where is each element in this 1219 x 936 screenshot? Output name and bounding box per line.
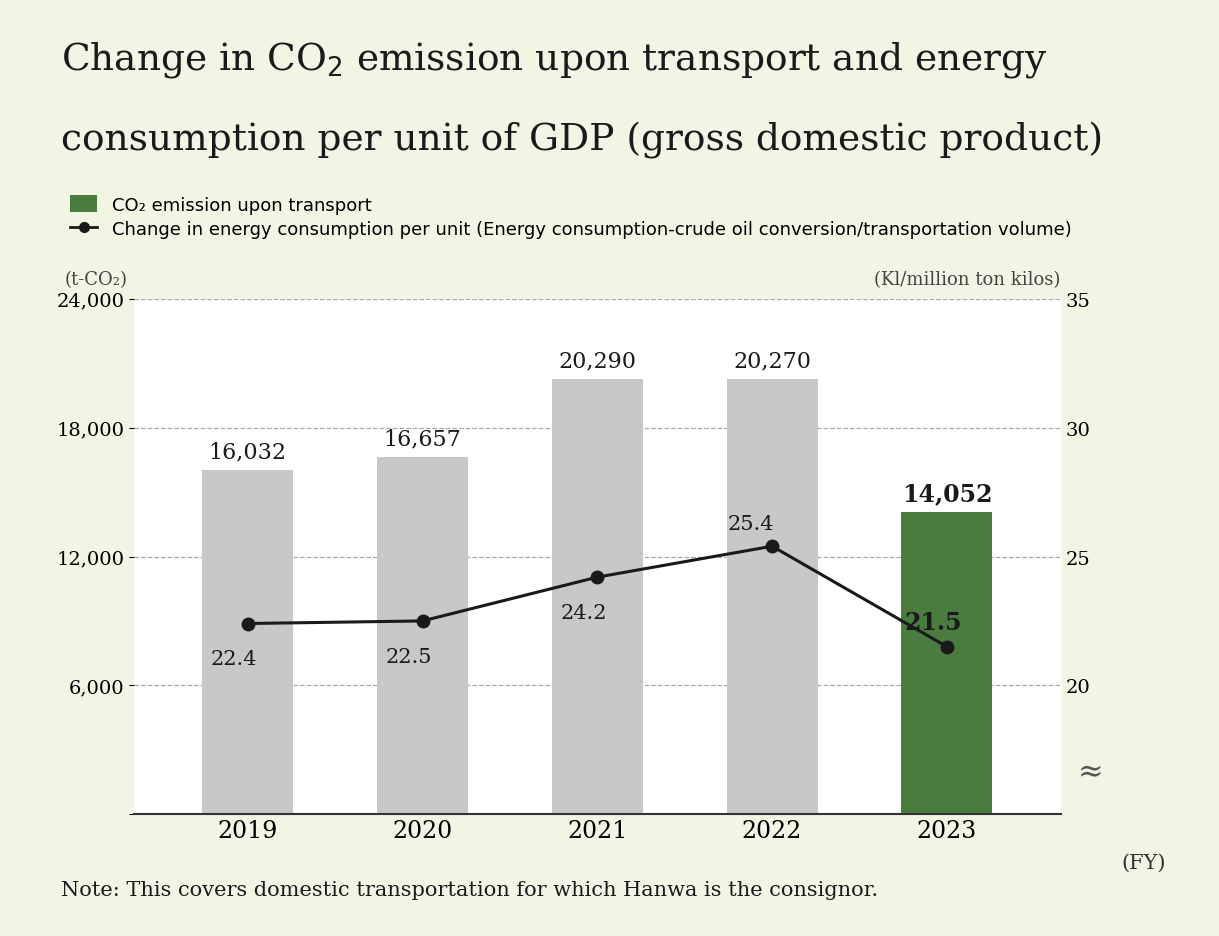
Bar — [202, 471, 293, 814]
Text: Change in CO$_2$ emission upon transport and energy: Change in CO$_2$ emission upon transport… — [61, 40, 1048, 80]
Bar — [552, 379, 642, 814]
Text: Note: This covers domestic transportation for which Hanwa is the consignor.: Note: This covers domestic transportatio… — [61, 880, 878, 899]
Text: 22.5: 22.5 — [385, 647, 432, 666]
Text: (t-CO₂): (t-CO₂) — [65, 271, 128, 289]
Text: 25.4: 25.4 — [728, 515, 774, 534]
Text: 21.5: 21.5 — [904, 610, 962, 635]
Text: 16,032: 16,032 — [208, 441, 286, 463]
Text: (FY): (FY) — [1121, 853, 1167, 872]
Text: 24.2: 24.2 — [560, 603, 607, 622]
Text: consumption per unit of GDP (gross domestic product): consumption per unit of GDP (gross domes… — [61, 122, 1103, 159]
Text: 20,290: 20,290 — [558, 350, 636, 372]
Text: 20,270: 20,270 — [733, 350, 811, 372]
Text: 14,052: 14,052 — [902, 481, 992, 505]
Text: (Kl/million ton kilos): (Kl/million ton kilos) — [874, 271, 1061, 289]
Text: 16,657: 16,657 — [384, 428, 461, 449]
Legend: CO₂ emission upon transport, Change in energy consumption per unit (Energy consu: CO₂ emission upon transport, Change in e… — [69, 197, 1072, 239]
Text: ≈: ≈ — [1079, 756, 1103, 788]
Bar — [727, 379, 818, 814]
Text: 22.4: 22.4 — [211, 650, 257, 668]
Bar — [377, 457, 468, 814]
Bar — [902, 513, 992, 814]
